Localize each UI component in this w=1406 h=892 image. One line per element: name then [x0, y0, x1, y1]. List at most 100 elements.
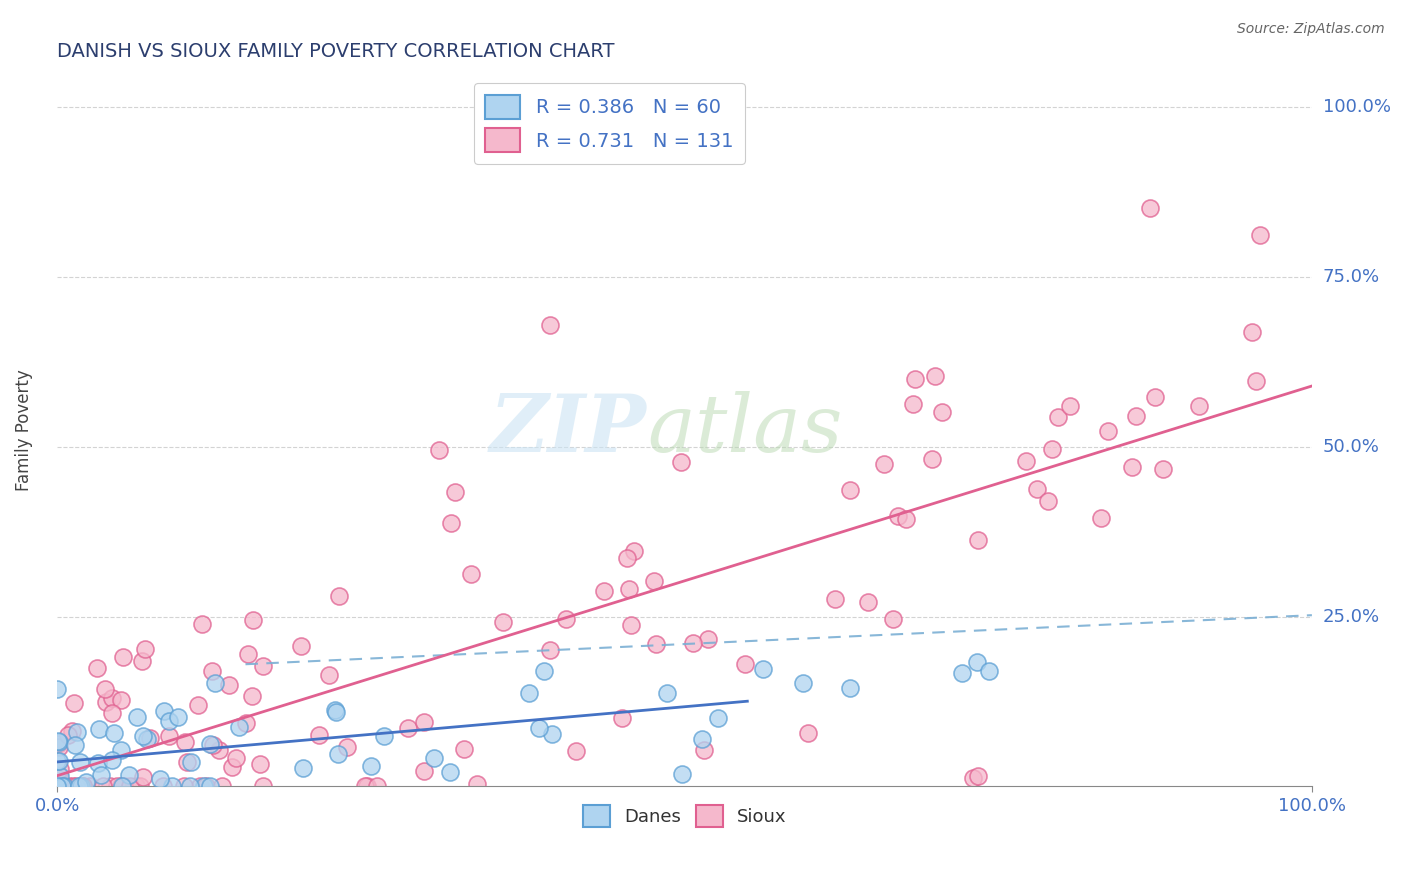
- Point: [48, 739, 70, 754]
- Point: [440, 516, 463, 530]
- Point: [48, 768, 70, 782]
- Point: [671, 455, 693, 469]
- Point: [443, 484, 465, 499]
- Point: [1125, 409, 1147, 423]
- Point: [98, 780, 121, 794]
- Point: [132, 729, 155, 743]
- Point: [901, 397, 924, 411]
- Point: [950, 666, 973, 681]
- Point: [610, 710, 633, 724]
- Point: [921, 452, 943, 467]
- Point: [46, 681, 69, 696]
- Point: [904, 371, 927, 385]
- Point: [49, 780, 72, 794]
- Point: [839, 681, 862, 695]
- Point: [620, 618, 643, 632]
- Point: [72, 780, 94, 794]
- Point: [671, 767, 693, 781]
- Point: [173, 735, 195, 749]
- Point: [46, 733, 69, 747]
- Point: [856, 595, 879, 609]
- Point: [100, 706, 122, 721]
- Point: [66, 724, 89, 739]
- Point: [1139, 201, 1161, 215]
- Point: [533, 664, 555, 678]
- Point: [396, 721, 419, 735]
- Point: [191, 616, 214, 631]
- Point: [873, 457, 896, 471]
- Point: [465, 777, 488, 791]
- Point: [118, 768, 141, 782]
- Point: [328, 590, 350, 604]
- Point: [46, 771, 69, 785]
- Point: [1187, 400, 1209, 414]
- Point: [839, 483, 862, 497]
- Point: [46, 780, 69, 794]
- Point: [540, 726, 562, 740]
- Point: [65, 738, 87, 752]
- Point: [249, 757, 271, 772]
- Text: 25.0%: 25.0%: [1323, 607, 1381, 625]
- Point: [139, 731, 162, 745]
- Point: [412, 764, 434, 778]
- Point: [734, 657, 756, 671]
- Point: [200, 664, 222, 678]
- Point: [228, 720, 250, 734]
- Point: [977, 664, 1000, 678]
- Point: [134, 642, 156, 657]
- Point: [887, 508, 910, 523]
- Point: [48, 737, 70, 751]
- Point: [697, 632, 720, 647]
- Point: [221, 759, 243, 773]
- Point: [76, 775, 98, 789]
- Y-axis label: Family Poverty: Family Poverty: [15, 369, 32, 491]
- Point: [555, 612, 578, 626]
- Point: [101, 690, 124, 705]
- Point: [94, 681, 117, 696]
- Point: [136, 732, 159, 747]
- Point: [752, 662, 775, 676]
- Point: [325, 705, 347, 719]
- Point: [1144, 390, 1167, 404]
- Point: [101, 753, 124, 767]
- Point: [1090, 510, 1112, 524]
- Point: [1240, 325, 1263, 339]
- Point: [1015, 454, 1038, 468]
- Point: [252, 659, 274, 673]
- Point: [796, 726, 818, 740]
- Point: [1121, 459, 1143, 474]
- Point: [616, 550, 638, 565]
- Point: [125, 780, 148, 794]
- Point: [111, 780, 134, 794]
- Point: [69, 780, 91, 794]
- Legend: Danes, Sioux: Danes, Sioux: [575, 798, 794, 835]
- Point: [427, 443, 450, 458]
- Point: [180, 756, 202, 770]
- Point: [51, 780, 73, 794]
- Point: [517, 685, 540, 699]
- Point: [643, 574, 665, 588]
- Point: [193, 780, 215, 794]
- Point: [1038, 494, 1060, 508]
- Point: [69, 756, 91, 770]
- Point: [46, 754, 69, 768]
- Point: [592, 583, 614, 598]
- Point: [1047, 410, 1070, 425]
- Point: [235, 715, 257, 730]
- Point: [202, 738, 225, 752]
- Point: [336, 739, 359, 754]
- Point: [290, 639, 312, 653]
- Point: [58, 780, 80, 794]
- Point: [460, 567, 482, 582]
- Point: [966, 533, 988, 547]
- Point: [318, 668, 340, 682]
- Text: 75.0%: 75.0%: [1323, 268, 1381, 286]
- Point: [693, 742, 716, 756]
- Point: [211, 780, 233, 794]
- Point: [79, 780, 101, 794]
- Point: [308, 728, 330, 742]
- Point: [72, 780, 94, 794]
- Point: [160, 780, 183, 794]
- Point: [645, 637, 668, 651]
- Point: [291, 761, 314, 775]
